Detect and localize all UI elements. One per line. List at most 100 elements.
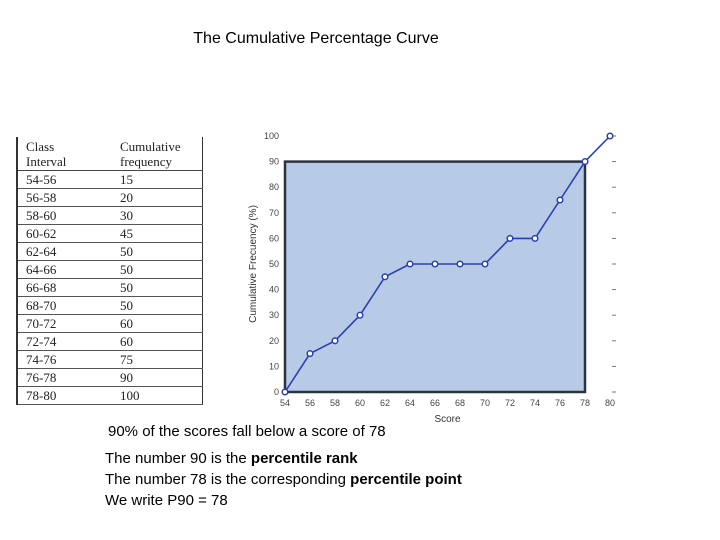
table-header-row: Class Interval Cumulative frequency bbox=[17, 137, 203, 171]
note-line-3: The number 78 is the corresponding perce… bbox=[105, 469, 462, 490]
class-interval-cell: 54-56 bbox=[17, 170, 112, 189]
data-point bbox=[581, 158, 589, 166]
highlight-rectangle bbox=[283, 160, 587, 394]
class-interval-cell: 74-76 bbox=[17, 350, 112, 369]
class-interval-cell: 72-74 bbox=[17, 332, 112, 351]
x-tick-label: 80 bbox=[605, 398, 615, 408]
data-point bbox=[356, 311, 364, 319]
x-tick-label: 60 bbox=[355, 398, 365, 408]
note-line-3-text: The number 78 is the corresponding bbox=[105, 471, 351, 488]
data-point bbox=[306, 350, 314, 358]
x-tick-label: 56 bbox=[305, 398, 315, 408]
series-segment bbox=[559, 161, 586, 201]
x-tick-label: 66 bbox=[430, 398, 440, 408]
x-axis-label: Score bbox=[434, 414, 461, 425]
y-tick-label: 70 bbox=[269, 208, 279, 218]
class-interval-cell: 58-60 bbox=[17, 206, 112, 225]
note-line-3-bold: percentile point bbox=[350, 471, 462, 488]
data-point bbox=[506, 234, 514, 242]
cumulative-frequency-cell: 50 bbox=[112, 242, 203, 261]
cumulative-frequency-cell: 50 bbox=[112, 278, 203, 297]
class-interval-cell: 68-70 bbox=[17, 296, 112, 315]
frequency-table: Class Interval Cumulative frequency 54-5… bbox=[16, 137, 203, 405]
x-tick-label: 58 bbox=[330, 398, 340, 408]
table-row: 60-62 45 bbox=[17, 224, 203, 243]
table-row: 56-58 20 bbox=[17, 188, 203, 207]
y-tick-label: 0 bbox=[274, 387, 279, 397]
series-segment bbox=[359, 276, 386, 316]
table-row: 58-60 30 bbox=[17, 206, 203, 225]
cumulative-frequency-cell: 50 bbox=[112, 260, 203, 279]
class-interval-cell: 66-68 bbox=[17, 278, 112, 297]
y-axis-label: Cumulative Frecuency (%) bbox=[248, 205, 259, 323]
y-tick-label: 10 bbox=[269, 361, 279, 371]
data-point bbox=[481, 260, 489, 268]
note-line-2: The number 90 is the percentile rank bbox=[105, 448, 462, 469]
page-title: The Cumulative Percentage Curve bbox=[193, 30, 439, 47]
series-segment bbox=[334, 314, 361, 342]
class-interval-cell: 78-80 bbox=[17, 386, 112, 405]
cumulative-frequency-cell: 60 bbox=[112, 314, 203, 333]
cumulative-frequency-cell: 60 bbox=[112, 332, 203, 351]
table-row: 70-72 60 bbox=[17, 314, 203, 333]
class-interval-cell: 64-66 bbox=[17, 260, 112, 279]
series-segment bbox=[584, 135, 611, 163]
x-tick-label: 76 bbox=[555, 398, 565, 408]
cumulative-frequency-cell: 45 bbox=[112, 224, 203, 243]
table-row: 78-80 100 bbox=[17, 386, 203, 405]
cumulative-frequency-cell: 100 bbox=[112, 386, 203, 405]
cumulative-frequency-cell: 20 bbox=[112, 188, 203, 207]
series-segment bbox=[284, 353, 311, 393]
x-tick-label: 68 bbox=[455, 398, 465, 408]
x-tick-label: 62 bbox=[380, 398, 390, 408]
note-line-4: We write P90 = 78 bbox=[105, 492, 228, 509]
table-row: 66-68 50 bbox=[17, 278, 203, 297]
cumulative-frequency-cell: 75 bbox=[112, 350, 203, 369]
cumulative-percentage-chart: 0 10 20 30 40 50 60 70 80 90 100 54 56 58 60 62 64 66 68 7… bbox=[248, 131, 616, 425]
data-point bbox=[331, 337, 339, 345]
x-tick-label: 72 bbox=[505, 398, 515, 408]
cumulative-frequency-cell: 15 bbox=[112, 170, 203, 189]
y-tick-label: 60 bbox=[269, 233, 279, 243]
data-point bbox=[431, 260, 439, 268]
series-line bbox=[284, 135, 611, 393]
y-tick-label: 40 bbox=[269, 285, 279, 295]
note-line-2-text: The number 90 is the bbox=[105, 450, 251, 467]
y-tick-label: 100 bbox=[264, 131, 279, 141]
x-tick-label: 74 bbox=[530, 398, 540, 408]
series-segment bbox=[484, 237, 511, 265]
class-interval-cell: 76-78 bbox=[17, 368, 112, 387]
series-points bbox=[281, 132, 614, 396]
series-segment bbox=[384, 263, 411, 278]
x-tick-label: 70 bbox=[480, 398, 490, 408]
x-tick-label: 78 bbox=[580, 398, 590, 408]
y-tick-label: 30 bbox=[269, 310, 279, 320]
series-segment bbox=[534, 199, 561, 239]
y-tick-label: 20 bbox=[269, 336, 279, 346]
table-row: 68-70 50 bbox=[17, 296, 203, 315]
note-line-2-bold: percentile rank bbox=[250, 450, 358, 467]
table-row: 54-56 15 bbox=[17, 170, 203, 189]
table-row: 64-66 50 bbox=[17, 260, 203, 279]
column-header-class-interval: Class Interval bbox=[17, 137, 112, 171]
data-point bbox=[606, 132, 614, 140]
table-row: 72-74 60 bbox=[17, 332, 203, 351]
series-segment bbox=[309, 340, 336, 355]
data-point bbox=[531, 234, 539, 242]
data-point bbox=[281, 388, 289, 396]
data-point bbox=[381, 273, 389, 281]
class-interval-cell: 62-64 bbox=[17, 242, 112, 261]
data-point bbox=[406, 260, 414, 268]
table-row: 74-76 75 bbox=[17, 350, 203, 369]
x-axis-ticks: 54 56 58 60 62 64 66 68 70 72 74 76 78 80 bbox=[280, 398, 615, 408]
class-interval-cell: 56-58 bbox=[17, 188, 112, 207]
x-tick-label: 64 bbox=[405, 398, 415, 408]
column-header-cumulative-frequency: Cumulative frequency bbox=[112, 137, 203, 171]
class-interval-cell: 60-62 bbox=[17, 224, 112, 243]
x-tick-label: 54 bbox=[280, 398, 290, 408]
note-line-1: 90% of the scores fall below a score of … bbox=[108, 423, 386, 440]
data-point bbox=[556, 196, 564, 204]
notes-block: The number 90 is the percentile rank The… bbox=[105, 448, 462, 511]
cumulative-frequency-cell: 30 bbox=[112, 206, 203, 225]
y-tick-label: 50 bbox=[269, 259, 279, 269]
